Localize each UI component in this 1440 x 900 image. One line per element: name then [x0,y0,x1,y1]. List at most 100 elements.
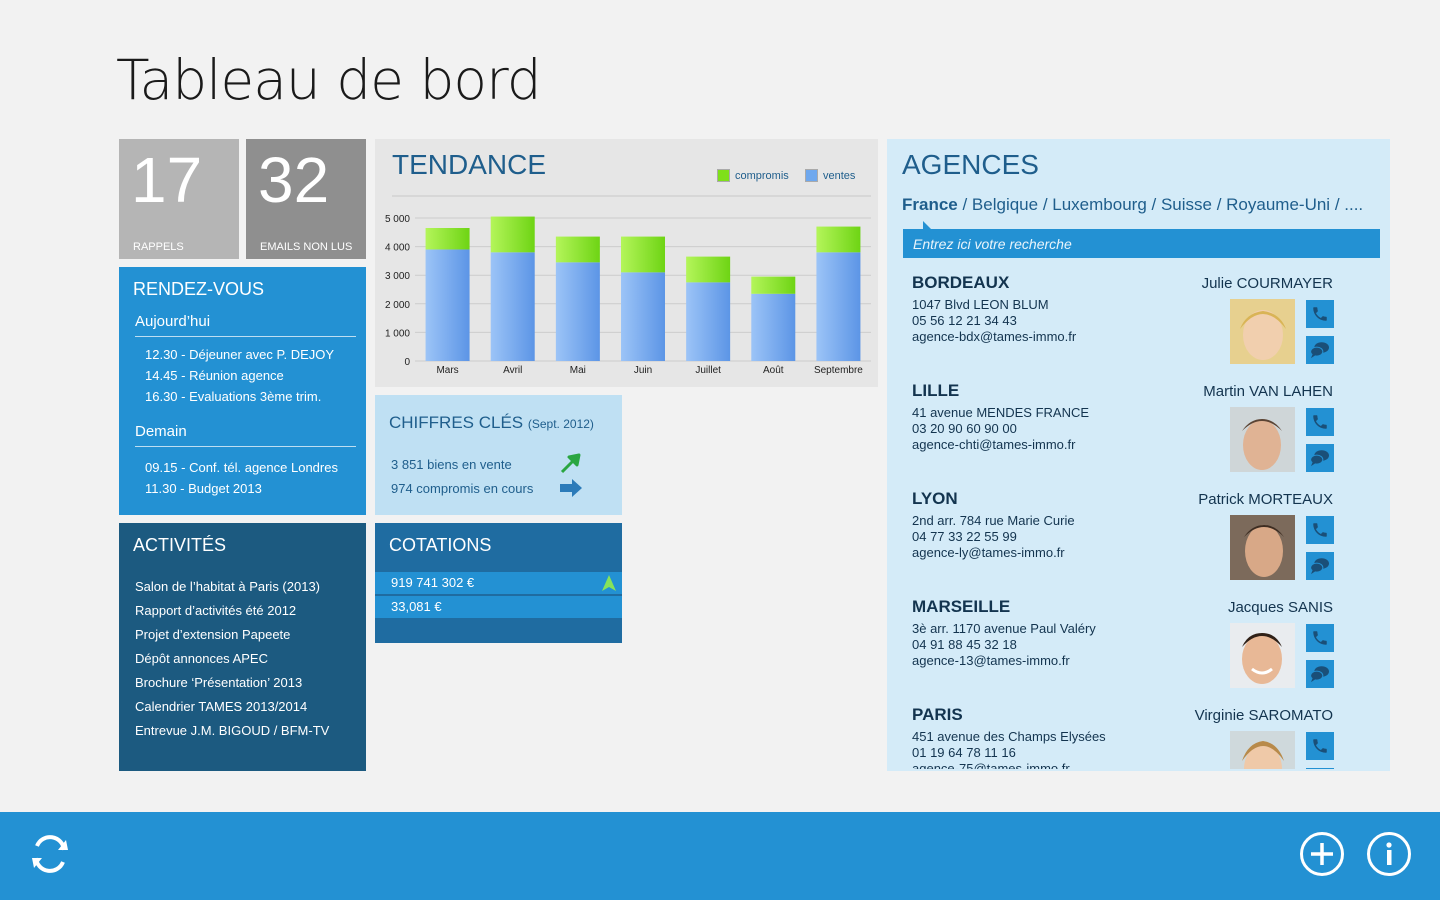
rendezvous-item[interactable]: 12.30 - Déjeuner avec P. DEJOY [145,347,335,362]
call-button[interactable] [1306,624,1334,652]
country-suisse[interactable]: Suisse [1160,195,1212,214]
agency-list: BORDEAUX 1047 Blvd LEON BLUM 05 56 12 21… [887,267,1390,769]
call-button[interactable] [1306,516,1334,544]
country-royaume-uni[interactable]: Royaume-Uni [1226,195,1331,214]
agency-address: 3è arr. 1170 avenue Paul Valéry [912,621,1096,636]
tendance-tile[interactable]: TENDANCE compromis ventes 5 000 4 000 3 00… [375,139,878,387]
country-france[interactable]: France [902,195,958,214]
x-tick-label: Juillet [695,365,721,376]
app-bar [0,812,1440,900]
x-tick-label: Mars [436,365,458,376]
agency-email[interactable]: agence-75@tames-immo.fr [912,761,1070,769]
agency-lyon[interactable]: LYON 2nd arr. 784 rue Marie Curie 04 77 … [887,483,1390,591]
cotations-title: COTATIONS [389,535,492,555]
trend-up-icon [602,575,616,591]
refresh-icon[interactable] [28,832,72,876]
chiffres-tile[interactable]: CHIFFRES CLÉS (Sept. 2012) 3 851 biens e… [375,395,622,515]
agency-paris[interactable]: PARIS 451 avenue des Champs Elysées 01 1… [887,699,1390,769]
agency-city: LILLE [912,381,960,400]
info-icon [1386,842,1392,865]
rendezvous-tile[interactable]: RENDEZ-VOUS Aujourd’hui 12.30 - Déjeuner… [119,267,366,515]
x-tick-label: Mai [570,365,586,376]
contact-photo [1230,515,1295,580]
activites-tile[interactable]: ACTIVITÉS Salon de l’habitat à Paris (20… [119,523,366,771]
agency-email[interactable]: agence-13@tames-immo.fr [912,653,1070,668]
x-tick-label: Juin [634,365,652,376]
agency-city: PARIS [912,705,963,724]
rendezvous-item[interactable]: 16.30 - Evaluations 3ème trim. [145,389,322,404]
bar-ventes [555,262,600,361]
agency-email[interactable]: agence-ly@tames-immo.fr [912,545,1065,560]
legend-compromis: compromis [717,169,789,182]
bar-compromis [490,216,535,253]
agency-email[interactable]: agence-bdx@tames-immo.fr [912,329,1077,344]
cotation-value: 33,081 € [391,599,442,614]
call-button[interactable] [1306,300,1334,328]
cotation-value: 919 741 302 € [391,575,475,590]
phone-icon [1313,631,1327,645]
add-button[interactable] [1300,832,1344,876]
chat-button[interactable] [1306,444,1334,472]
agency-phone: 04 91 88 45 32 18 [912,637,1017,652]
agence-search-input[interactable] [903,229,1380,258]
agency-email[interactable]: agence-chti@tames-immo.fr [912,437,1076,452]
call-button[interactable] [1306,732,1334,760]
agency-lille[interactable]: LILLE 41 avenue MENDES FRANCE 03 20 90 6… [887,375,1390,483]
x-tick-label: Avril [503,365,522,376]
y-tick-label: 1 000 [385,328,410,339]
activite-item[interactable]: Calendrier TAMES 2013/2014 [135,699,308,714]
bar-ventes [751,293,796,361]
agency-marseille[interactable]: MARSEILLE 3è arr. 1170 avenue Paul Valér… [887,591,1390,699]
agency-address: 1047 Blvd LEON BLUM [912,297,1049,312]
legend-label-ventes: ventes [823,169,856,182]
chat-button[interactable] [1306,660,1334,688]
emails-tile[interactable]: 32 EMAILS NON LUS [246,139,366,259]
agency-phone: 03 20 90 60 90 00 [912,421,1017,436]
chiffres-row-compromis: 974 compromis en cours [391,481,534,496]
right-arrow-icon [560,479,582,497]
rendezvous-item[interactable]: 14.45 - Réunion agence [145,368,284,383]
chat-button[interactable] [1306,336,1334,364]
activite-item[interactable]: Rapport d’activités été 2012 [135,603,297,618]
chiffres-title: CHIFFRES CLÉS (Sept. 2012) [389,413,594,432]
chat-button[interactable] [1306,768,1334,769]
agency-city: MARSEILLE [912,597,1011,616]
x-tick-label: Septembre [814,365,863,376]
y-tick-label: 4 000 [385,243,410,254]
legend-swatch-ventes [805,169,818,182]
rappels-tile[interactable]: 17 RAPPELS [119,139,239,259]
plus-icon [1311,843,1333,865]
activite-item[interactable]: Brochure ‘Présentation’ 2013 [135,675,303,690]
agency-bordeaux[interactable]: BORDEAUX 1047 Blvd LEON BLUM 05 56 12 21… [887,267,1390,375]
bar-ventes [425,249,470,361]
activite-item[interactable]: Projet d’extension Papeete [135,627,291,642]
bar-compromis [816,226,861,253]
activite-item[interactable]: Salon de l’habitat à Paris (2013) [135,579,321,594]
agency-address: 41 avenue MENDES FRANCE [912,405,1090,420]
cotation-row[interactable]: 33,081 € [375,596,622,618]
activite-item[interactable]: Entrevue J.M. BIGOUD / BFM-TV [135,723,330,738]
country-more[interactable]: .... [1344,195,1364,214]
contact-photo [1230,731,1295,769]
rendezvous-item[interactable]: 09.15 - Conf. tél. agence Londres [145,460,338,475]
tendance-chart: 5 000 4 000 3 000 2 000 1 000 0 Mars Avril Mai Ju… [385,195,871,376]
info-button[interactable] [1367,832,1411,876]
agency-contact: Jacques SANIS [1227,599,1333,616]
country-luxembourg[interactable]: Luxembourg [1052,195,1147,214]
agences-tile: AGENCES France / Belgique / Luxembourg /… [887,139,1390,771]
country-belgique[interactable]: Belgique [971,195,1039,214]
chat-button[interactable] [1306,552,1334,580]
legend-label-compromis: compromis [735,169,789,182]
chiffres-subtitle: (Sept. 2012) [527,417,594,431]
cotations-tile[interactable]: COTATIONS 919 741 302 € 33,081 € [375,523,622,643]
bar-compromis [751,276,796,294]
activite-item[interactable]: Dépôt annonces APEC [135,651,268,666]
cotation-row[interactable]: 919 741 302 € [375,572,622,594]
agency-contact: Martin VAN LAHEN [1203,383,1333,400]
call-button[interactable] [1306,408,1334,436]
agency-contact: Virginie SAROMATO [1194,707,1333,724]
bar-compromis [621,236,665,273]
phone-icon [1313,415,1327,429]
rendezvous-item[interactable]: 11.30 - Budget 2013 [145,481,262,496]
agency-contact: Patrick MORTEAUX [1198,491,1333,508]
